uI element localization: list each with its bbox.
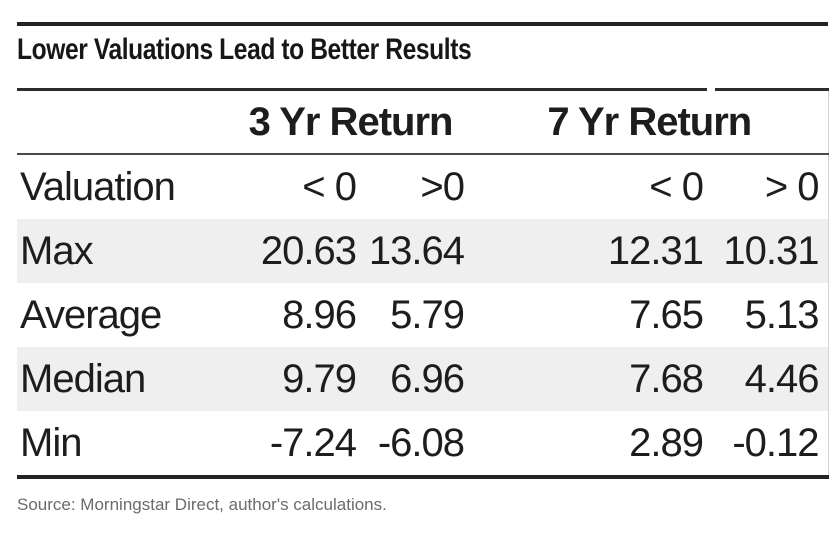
table-row-median: Median 9.79 6.96 7.68 4.46 xyxy=(17,347,829,411)
row-label: Average xyxy=(20,292,162,337)
row-label: Max xyxy=(20,228,94,273)
table-cell: 8.96 xyxy=(282,292,357,337)
row-label: Min xyxy=(20,420,82,465)
page-title-text: Lower Valuations Lead to Better Results xyxy=(17,33,472,66)
page-title: Lower Valuations Lead to Better Results xyxy=(17,33,571,67)
group-header-row: 3 Yr Return 7 Yr Return xyxy=(17,89,829,155)
column-header-valuation: Valuation xyxy=(20,164,176,209)
table-cell: 2.89 xyxy=(629,420,704,465)
header-border-gap xyxy=(707,87,715,93)
table-cell: 7.65 xyxy=(629,292,704,337)
table-row-max: Max 20.63 13.64 12.31 10.31 xyxy=(17,219,829,283)
returns-table-wrap: 3 Yr Return 7 Yr Return Valuation < 0 >0… xyxy=(17,87,829,479)
group-header-7yr: 7 Yr Return xyxy=(471,89,829,155)
source-note: Source: Morningstar Direct, author's cal… xyxy=(17,495,387,514)
table-cell: -7.24 xyxy=(269,420,357,465)
table-cell: 6.96 xyxy=(390,356,465,401)
table-cell: 12.31 xyxy=(607,228,704,273)
table-cell: 13.64 xyxy=(368,228,465,273)
returns-table: 3 Yr Return 7 Yr Return Valuation < 0 >0… xyxy=(17,88,829,479)
column-header-3yr-neg: < 0 xyxy=(302,164,357,209)
table-cell: 10.31 xyxy=(723,228,819,273)
table-cell: 7.68 xyxy=(629,356,704,401)
table-row-min: Min -7.24 -6.08 2.89 -0.12 xyxy=(17,411,828,477)
table-cell: 5.79 xyxy=(390,292,465,337)
table-row-average: Average 8.96 5.79 7.65 5.13 xyxy=(17,283,828,347)
column-header-7yr-neg: < 0 xyxy=(649,164,704,209)
column-header-row: Valuation < 0 >0 < 0 > 0 xyxy=(17,154,828,219)
group-header-spacer xyxy=(17,89,230,155)
table-cell: 5.13 xyxy=(744,292,820,337)
table-cell: -0.12 xyxy=(732,420,819,465)
column-header-7yr-pos: > 0 xyxy=(764,164,820,209)
table-cell: 4.46 xyxy=(744,356,820,401)
table-cell: -6.08 xyxy=(377,420,465,465)
table-cell: 9.79 xyxy=(282,356,357,401)
table-cell: 20.63 xyxy=(260,228,357,273)
top-rule xyxy=(17,22,828,26)
group-header-3yr: 3 Yr Return xyxy=(230,89,472,155)
column-header-3yr-pos: >0 xyxy=(420,164,465,209)
row-label: Median xyxy=(20,356,146,401)
